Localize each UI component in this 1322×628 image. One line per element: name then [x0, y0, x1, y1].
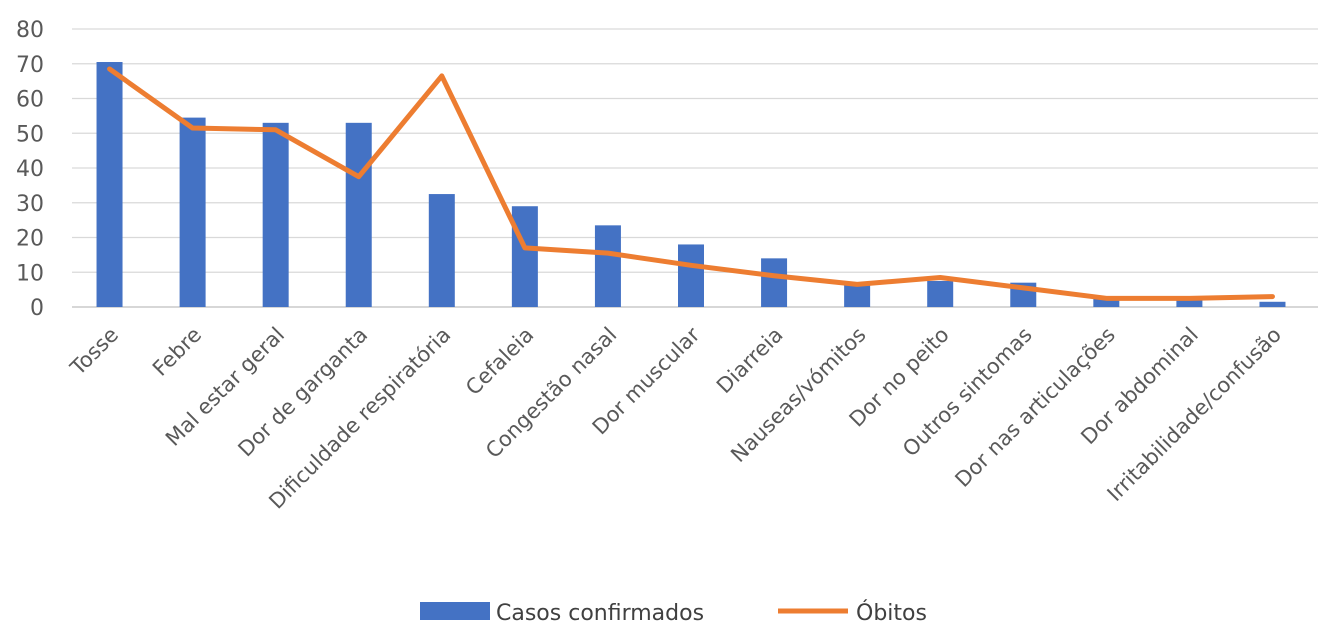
line-series-obitos: [107, 66, 1275, 301]
y-tick-label: 60: [16, 88, 44, 113]
y-tick-label: 40: [16, 157, 44, 182]
bar: [1176, 300, 1203, 307]
bar: [761, 258, 788, 307]
x-category-label: Diarreia: [712, 323, 788, 399]
bar: [179, 117, 206, 307]
bar: [511, 206, 538, 307]
bar: [428, 194, 455, 307]
y-tick-label: 20: [16, 227, 44, 252]
y-tick-label: 70: [16, 53, 44, 78]
legend-swatch-casos-confirmados: [420, 602, 490, 620]
y-tick-label: 80: [16, 18, 44, 43]
y-axis-ticks: 0 10 20 30 40 50 60 70 80: [16, 18, 44, 321]
legend-label-obitos: Óbitos: [856, 600, 927, 626]
bar: [594, 225, 621, 307]
bar: [1259, 301, 1286, 307]
x-category-label: Dor nas articulações: [951, 323, 1120, 492]
y-tick-label: 30: [16, 192, 44, 217]
legend-label-casos-confirmados: Casos confirmados: [496, 601, 704, 626]
x-category-label: Cefaleia: [461, 323, 538, 400]
y-tick-label: 50: [16, 122, 44, 147]
bar: [96, 62, 123, 308]
bar: [927, 280, 954, 307]
x-category-label: Irritabilidade/confusão: [1103, 323, 1286, 506]
y-tick-label: 10: [16, 261, 44, 286]
x-category-label: Tosse: [65, 323, 123, 381]
bar: [844, 284, 871, 307]
bar: [1093, 298, 1120, 307]
legend: Casos confirmados Óbitos: [420, 600, 927, 626]
bar: [678, 244, 704, 307]
bar-series-casos-confirmados: [96, 62, 1286, 308]
bar: [262, 122, 289, 307]
bar: [345, 122, 372, 307]
x-category-label: Febre: [148, 323, 206, 381]
y-tick-label: 0: [30, 296, 44, 321]
